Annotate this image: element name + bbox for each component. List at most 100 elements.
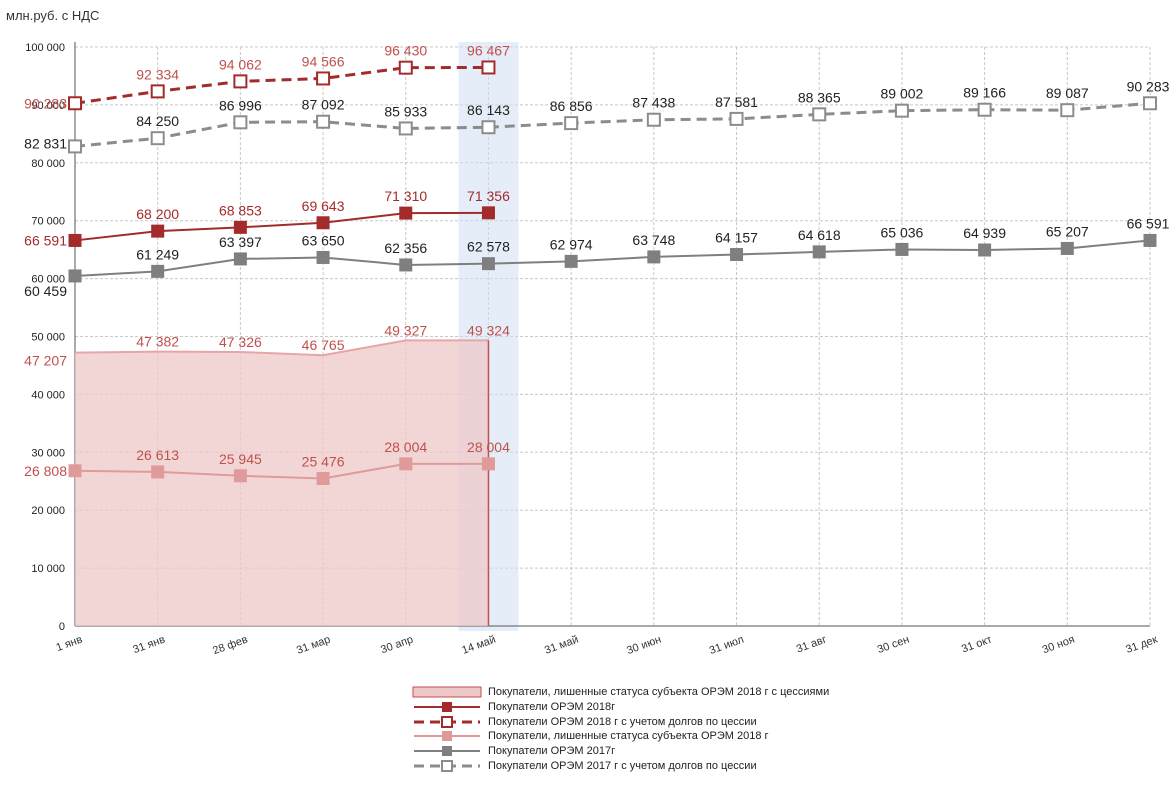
x-tick-label: 31 мар	[295, 634, 332, 657]
data-point-marker	[68, 139, 82, 154]
data-label: 86 856	[550, 98, 593, 114]
data-point-marker	[316, 216, 330, 230]
data-label: 86 143	[467, 102, 510, 118]
data-point-marker	[68, 464, 82, 478]
data-point-marker	[1060, 103, 1075, 118]
data-label: 28 004	[384, 439, 427, 455]
x-tick-label: 28 фев	[211, 633, 249, 657]
data-label: 94 062	[219, 56, 262, 72]
x-tick-label: 31 янв	[131, 633, 166, 656]
series-line	[74, 211, 489, 242]
data-label: 71 310	[384, 188, 427, 204]
series-line	[74, 65, 489, 105]
data-label: 64 939	[963, 225, 1006, 241]
legend-swatch	[414, 746, 480, 757]
legend-swatch	[414, 759, 480, 772]
data-label: 94 566	[302, 53, 345, 69]
data-point-marker	[978, 243, 992, 257]
legend-label: Покупатели ОРЭМ 2018г	[488, 701, 616, 714]
legend-item: Покупатели ОРЭМ 2018 г с учетом долгов п…	[412, 714, 829, 729]
x-tick-label: 14 май	[460, 634, 497, 657]
data-label: 82 831	[24, 135, 67, 151]
data-label: 69 643	[302, 198, 345, 214]
x-tick-label: 31 дек	[1124, 633, 1159, 656]
data-label: 87 438	[632, 95, 675, 111]
data-point-marker	[233, 115, 248, 130]
data-label: 62 578	[467, 239, 510, 255]
x-tick-label: 31 авг	[795, 634, 828, 656]
data-point-marker	[481, 206, 495, 220]
y-tick-label: 20 000	[31, 505, 65, 517]
data-label: 66 591	[24, 232, 67, 248]
legend-swatch	[412, 686, 482, 698]
data-label: 46 765	[302, 337, 345, 353]
data-point-marker	[399, 206, 413, 220]
data-label: 63 650	[302, 232, 345, 248]
series-line	[74, 101, 1151, 148]
data-label: 71 356	[467, 188, 510, 204]
data-label: 87 581	[715, 94, 758, 110]
data-point-marker	[68, 233, 82, 247]
legend-item: Покупатели ОРЭМ 2017 г с учетом долгов п…	[412, 758, 829, 773]
data-point-marker	[1143, 233, 1157, 247]
data-point-marker	[316, 471, 330, 485]
data-label: 28 004	[467, 439, 510, 455]
data-point-marker	[1143, 96, 1157, 111]
x-tick-label: 30 сен	[876, 634, 911, 657]
data-label: 62 974	[550, 236, 593, 252]
data-label: 49 327	[384, 322, 427, 338]
data-point-marker	[150, 131, 165, 146]
legend-item: Покупатели, лишенные статуса субъекта ОР…	[412, 729, 829, 744]
x-tick-label: 30 ноя	[1041, 634, 1077, 657]
area-series-outline	[74, 339, 489, 357]
data-label: 90 283	[1127, 78, 1170, 94]
legend-swatch	[414, 702, 480, 713]
data-label: 62 356	[384, 240, 427, 256]
x-tick-label: 31 окт	[960, 634, 994, 656]
data-label: 60 459	[24, 283, 67, 299]
data-label: 65 207	[1046, 223, 1089, 239]
legend-item: Покупатели, лишенные статуса субъекта ОР…	[412, 685, 829, 700]
data-point-marker	[399, 258, 413, 272]
data-label: 68 853	[219, 202, 262, 218]
data-point-marker	[68, 269, 82, 283]
data-point-marker	[151, 465, 165, 479]
data-point-marker	[151, 224, 165, 238]
data-label: 61 249	[136, 246, 179, 262]
data-label: 47 207	[24, 353, 67, 369]
data-point-marker	[481, 120, 496, 135]
data-label: 86 996	[219, 97, 262, 113]
y-tick-label: 70 000	[31, 216, 65, 228]
data-label: 87 092	[302, 97, 345, 113]
data-label: 92 334	[136, 66, 179, 82]
data-label: 89 002	[881, 86, 924, 102]
data-label: 89 166	[963, 85, 1006, 101]
data-label: 26 808	[24, 463, 67, 479]
data-point-marker	[316, 71, 331, 86]
data-label: 66 591	[1127, 215, 1170, 231]
data-label: 25 476	[302, 453, 345, 469]
line-chart: 0 10 000 20 000 30 000 40 000 50 000 60 000 70 …	[24, 42, 1170, 657]
area-series-fill	[75, 340, 489, 626]
legend-label: Покупатели ОРЭМ 2017г	[488, 745, 616, 758]
data-point-marker	[151, 264, 165, 278]
data-label: 47 326	[219, 334, 262, 350]
data-point-marker	[233, 74, 248, 89]
data-label: 85 933	[384, 103, 427, 119]
data-point-marker	[68, 96, 82, 111]
series-line	[74, 239, 1151, 277]
y-tick-label: 90 000	[31, 100, 65, 112]
x-tick-label: 31 май	[543, 634, 580, 657]
data-label: 25 945	[219, 451, 262, 467]
data-point-marker	[977, 102, 992, 117]
data-point-marker	[150, 84, 165, 99]
data-label: 68 200	[136, 206, 179, 222]
legend-swatch	[414, 731, 480, 742]
series-line	[74, 462, 489, 480]
data-point-marker	[316, 250, 330, 264]
data-point-marker	[564, 254, 578, 268]
data-label: 90 283	[24, 95, 67, 111]
data-label: 84 250	[136, 113, 179, 129]
legend-item: Покупатели ОРЭМ 2017г	[412, 744, 829, 759]
y-tick-label: 30 000	[31, 447, 65, 459]
